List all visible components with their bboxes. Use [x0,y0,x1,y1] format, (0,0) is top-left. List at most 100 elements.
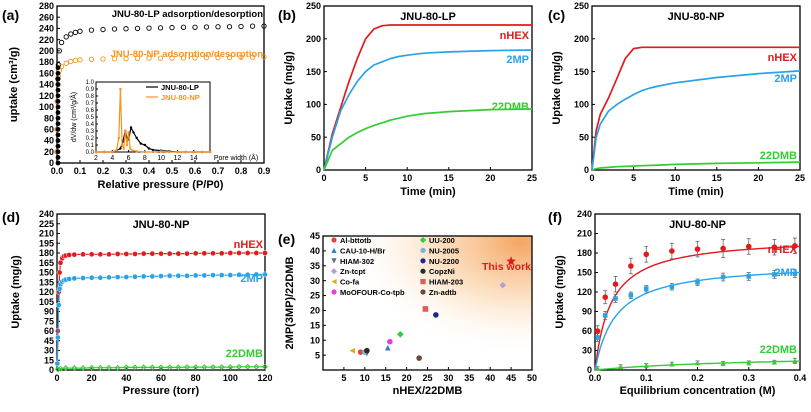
curve-label-22dmb: 22DMB [226,348,263,360]
isotherm-point-2mp [218,272,225,278]
uptake-curve-2mp [591,70,801,171]
x-tick-label-e: 40 [485,373,495,383]
isotherm-point-22dmb [54,366,61,373]
x-tick-label-f: 0.0 [589,373,602,383]
isotherm-point-nhex [132,251,138,257]
isotherm-point-22dmb [123,364,130,371]
data-point-2mp [595,335,600,340]
isotherm-point-2mp [149,273,156,280]
x-tick-label-d: 20 [87,373,97,383]
isotherm-point-lp [215,24,221,30]
isotherm-point-22dmb [114,364,121,371]
data-point-2mp [613,296,618,301]
isotherm-point-np [100,56,106,62]
isotherm-point-nhex [149,250,156,257]
y-tick-label-e: 5 [315,350,320,360]
data-point-2mp [772,272,777,277]
isotherm-point-2mp [236,271,242,278]
data-point-nhex [694,246,701,252]
data-point-22dmb [618,364,624,370]
data-point-2mp [695,279,700,285]
isotherm-point-lp [261,23,267,29]
psd-point-np [119,87,122,91]
panel-label-e: (e) [278,231,295,247]
data-point-nhex [669,248,675,254]
isotherm-line-22dmb [57,366,265,370]
data-point-2mp [602,313,608,318]
low-pressure-point [55,82,61,87]
inset-y-tick-label: 0.2 [86,136,95,142]
inset-x-tick-label: 12 [174,155,182,162]
isotherm-point-nhex [166,250,173,257]
isotherm-point-lp [157,25,164,31]
y-tick-label-b: 50 [311,132,321,142]
x-tick-label-a: 0.4 [143,166,156,176]
low-pressure-point [55,126,61,132]
isotherm-point-nhex [244,250,251,256]
isotherm-point-2mp [140,273,147,280]
legend-label: NU-2200 [429,257,459,266]
psd-point-np [111,150,114,154]
isotherm-point-lp [68,31,74,37]
x-tick-label-a: 0.1 [74,166,87,176]
curve-label-nhex: nHEX [500,30,530,42]
inset-y-tick-label: 0.6 [86,108,95,114]
uptake-curve-22dmb [323,108,533,171]
curve-label-nhex: nHEX [768,244,798,256]
y-tick-label-a: 100 [39,102,54,112]
isotherm-point-22dmb [209,364,217,371]
y-tick-label-e: 25 [310,291,320,301]
x-tick-label-b: 20 [485,173,495,183]
y-tick-label-d: 195 [39,238,54,248]
data-point-nhex [771,244,778,250]
data-point-nhex [720,245,726,252]
isotherm-point-lp [146,25,152,31]
x-tick-label-b: 25 [527,173,537,183]
inset-x-tick-label: 10 [157,155,165,162]
psd-point-np [125,143,129,147]
curve-label-22dmb: 22DMB [760,344,797,356]
y-tick-label-f: 240 [577,209,592,219]
isotherm-point-22dmb [131,364,139,371]
isotherm-point-lp [203,24,210,30]
legend-marker [331,289,337,295]
uptake-curve-22dmb [591,161,801,171]
point-copzni [364,347,370,354]
x-tick-label-a: 0.2 [97,166,110,176]
x-tick-label-a: 0.9 [258,166,271,176]
y-tick-label-d: 90 [44,307,54,317]
x-tick-label-b: 10 [402,173,412,183]
legend-label: CAU-10-H/Br [340,246,386,255]
data-point-22dmb [694,360,701,366]
x-tick-label-e: 30 [443,373,453,383]
isotherm-point-2mp [184,272,190,279]
legend-label: HIAM-203 [429,278,463,287]
x-axis-label-e: nHEX/22DMB [393,385,463,397]
point-zn-adtb [416,355,422,361]
x-tick-label-f: 0.1 [640,373,653,383]
legend-marker [420,289,426,295]
data-point-nhex [602,294,609,301]
this-work-annotation: This work [482,261,531,273]
data-point-nhex [594,328,601,334]
point-co-fa [349,347,356,354]
isotherm-point-lp [88,27,95,33]
isotherm-point-np [123,56,129,62]
panel-f: 0.0 0.1 0.2 0.3 0.4 0 30 60 90 120 150 180 210 240 Equ… [548,209,806,397]
data-point-22dmb [746,360,752,366]
x-tick-label-e: 50 [527,373,537,383]
point-cau-10-h-br [384,344,391,351]
x-tick-label-f: 0.2 [691,373,704,383]
data-point-2mp [628,292,634,298]
isotherm-point-lp [134,25,141,32]
x-tick-label-a: 0.3 [120,166,133,176]
legend-label: NU-2005 [429,246,459,255]
uptake-curve-2mp [323,49,533,171]
isotherm-point-2mp [262,271,268,278]
isotherm-point-22dmb [235,363,243,370]
x-tick-label-c: 15 [712,173,722,183]
curve-label-nhex: nHEX [768,52,798,64]
y-tick-label-b: 250 [306,1,321,11]
isotherm-point-lp [169,24,175,31]
legend-label: CopzNi [429,267,455,276]
